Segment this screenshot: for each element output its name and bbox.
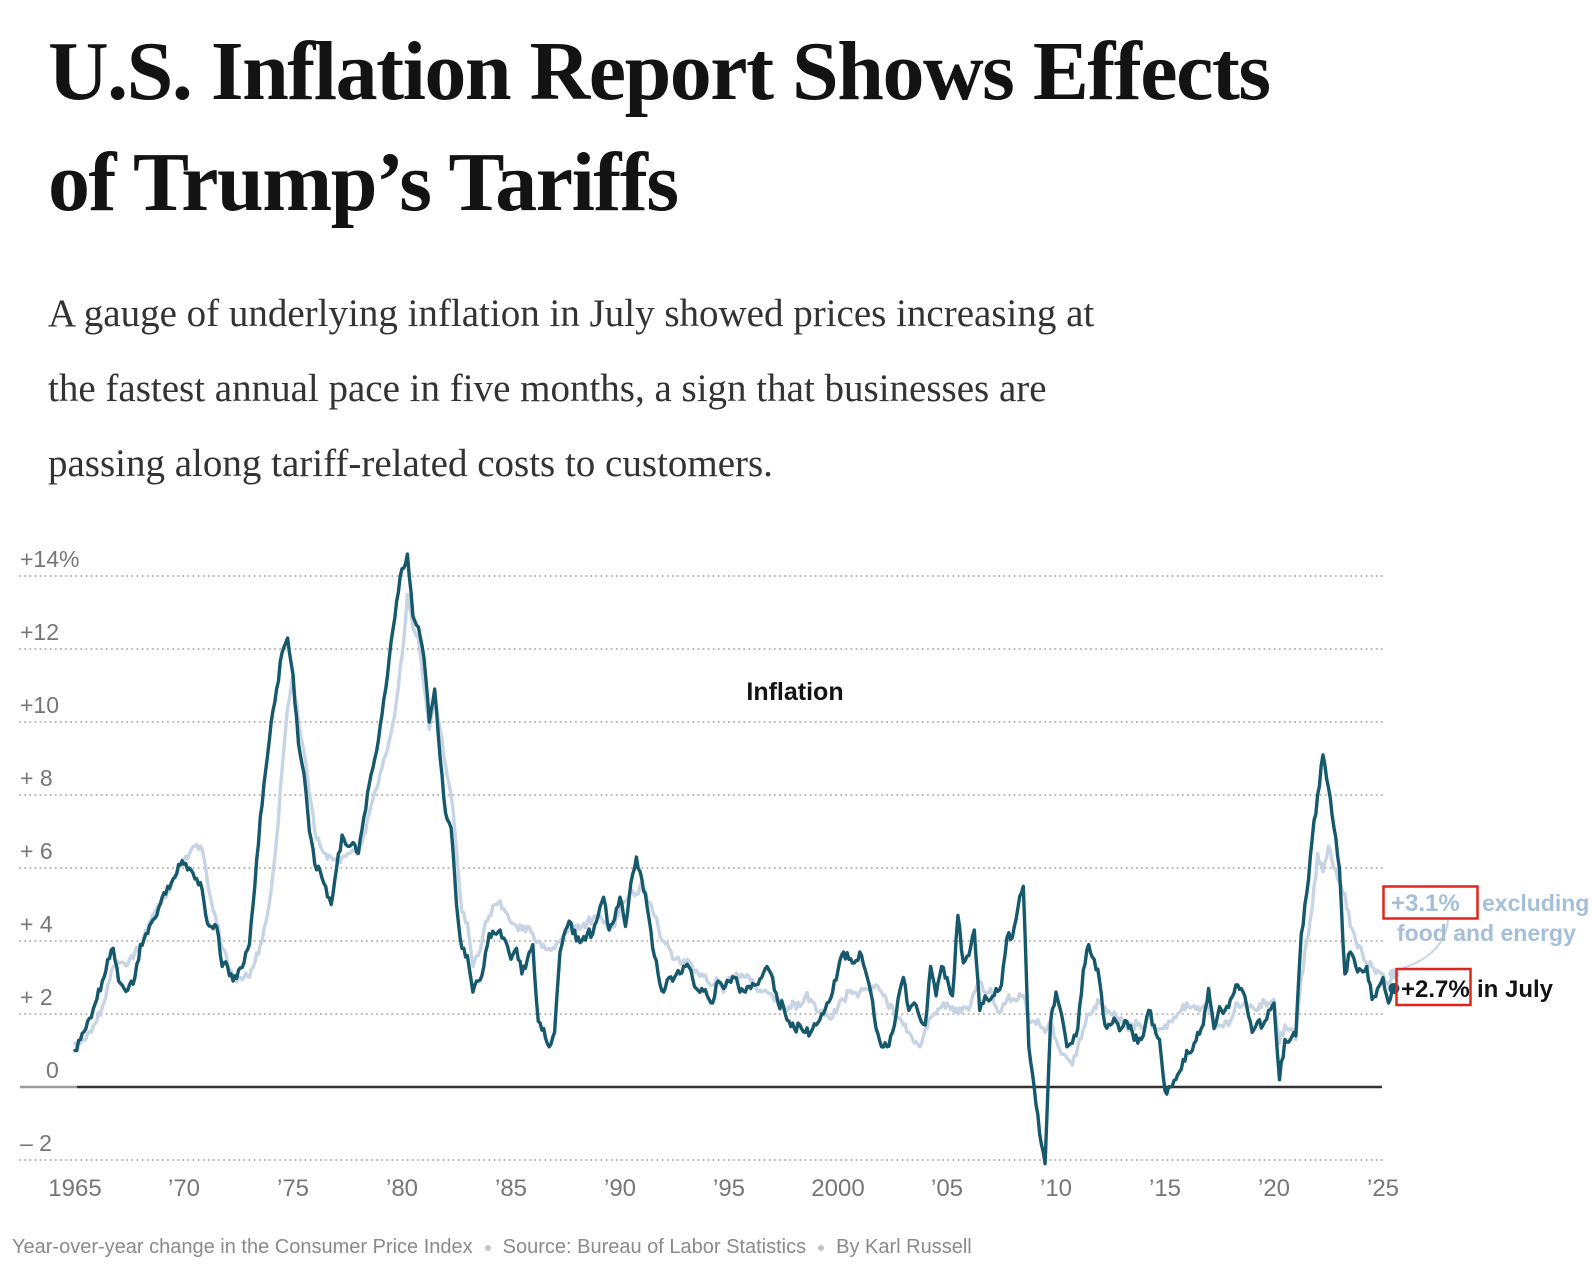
series-label-inflation: Inflation (746, 678, 843, 706)
chart-note: Year-over-year change in the Consumer Pr… (12, 1236, 473, 1258)
x-tick-label: ’15 (1149, 1175, 1181, 1202)
core-value-label: +3.1% (1391, 890, 1460, 917)
x-tick-label: ’90 (604, 1175, 636, 1202)
core-callout-leader-line (1402, 919, 1449, 969)
inflation-value-label: +2.7% (1401, 976, 1470, 1003)
x-tick-label: 2000 (811, 1175, 864, 1202)
core-value-highlight-box (1382, 885, 1479, 920)
x-axis-labels: 1965 ’70 ’75 ’80 ’85 ’90 ’95 2000 ’05 ’10 ’15 ’20 ’2… (48, 1175, 1399, 1202)
x-tick-label: ’10 (1040, 1175, 1072, 1202)
x-tick-label: ’95 (713, 1175, 745, 1202)
y-tick-label: + 8 (20, 765, 53, 791)
y-tick-label: 0 (46, 1057, 59, 1083)
core-inflation-line (73, 592, 1396, 1067)
dek-line-1: A gauge of underlying inflation in July … (48, 292, 1095, 335)
chart-footnote: Year-over-year change in the Consumer Pr… (12, 1236, 972, 1259)
core-callout-text-line1: excluding (1482, 890, 1589, 916)
y-tick-label: +12 (20, 619, 59, 645)
y-tick-label: +10 (20, 692, 59, 718)
x-tick-label: ’85 (495, 1175, 527, 1202)
y-axis-labels: +14% +12 +10 + 8 + 6 + 4 + 2 0 – 2 (20, 546, 79, 1156)
inflation-value-highlight-box (1395, 967, 1472, 1007)
x-tick-label: ’25 (1367, 1175, 1399, 1202)
x-tick-label: ’80 (386, 1175, 418, 1202)
x-tick-label: ’75 (277, 1175, 309, 1202)
inflation-line (73, 552, 1396, 1166)
core-callout-text-line2: food and energy (1397, 920, 1576, 946)
x-tick-label: ’20 (1258, 1175, 1290, 1202)
chart-byline: By Karl Russell (836, 1236, 972, 1258)
y-tick-label: + 4 (20, 911, 53, 937)
dek-line-3: passing along tariff-related costs to cu… (48, 442, 773, 485)
page-title: U.S. Inflation Report Shows Effects of T… (48, 16, 1271, 238)
headline-line-2: of Trump’s Tariffs (48, 136, 679, 229)
annotations: +3.1% excluding food and energy +2.7% in Jul… (1382, 885, 1589, 1007)
x-tick-label: ’70 (168, 1175, 200, 1202)
article-summary: A gauge of underlying inflation in July … (48, 276, 1094, 501)
inflation-callout-text: in July (1477, 976, 1554, 1003)
chart-source: Source: Bureau of Labor Statistics (502, 1236, 807, 1258)
y-tick-label: + 6 (20, 838, 53, 864)
y-tick-label: +14% (20, 546, 79, 572)
y-tick-label: – 2 (20, 1130, 52, 1156)
x-tick-label: 1965 (48, 1175, 101, 1202)
headline-line-1: U.S. Inflation Report Shows Effects (48, 25, 1271, 118)
x-tick-label: ’05 (931, 1175, 963, 1202)
separator-dot-icon (484, 1244, 491, 1251)
dek-line-2: the fastest annual pace in five months, … (48, 367, 1047, 410)
separator-dot-icon (818, 1244, 825, 1251)
y-tick-label: + 2 (20, 984, 53, 1010)
